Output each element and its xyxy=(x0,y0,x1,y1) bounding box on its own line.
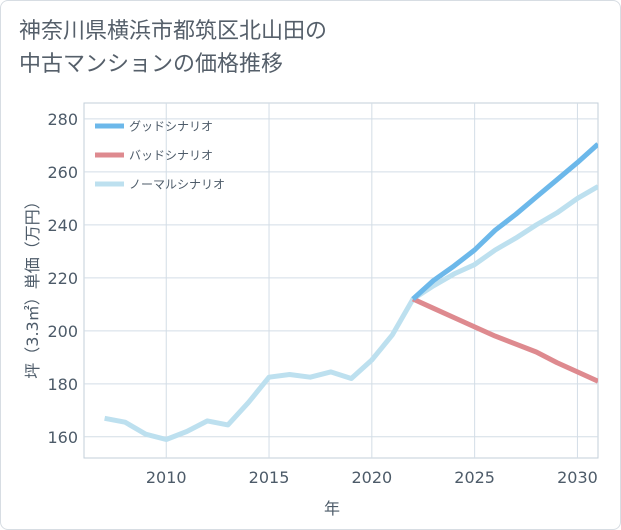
y-tick-label: 240 xyxy=(47,216,78,235)
y-axis-title: 坪（3.3㎡）単価（万円） xyxy=(23,193,42,378)
chart-title-line-2: 中古マンションの価格推移 xyxy=(19,52,284,77)
x-tick-label: 2025 xyxy=(454,468,495,487)
series-line-1 xyxy=(411,296,598,384)
y-tick-label: 180 xyxy=(47,375,78,394)
chart-title-line-1: 神奈川県横浜市都筑区北山田の xyxy=(19,19,328,44)
y-tick-label: 160 xyxy=(47,428,78,447)
x-tick-label: 2030 xyxy=(557,468,598,487)
legend-label: グッドシナリオ xyxy=(129,120,213,134)
x-tick-label: 2010 xyxy=(146,468,187,487)
y-axis-ticks: 160 180 200 220 240 260 280 xyxy=(47,110,78,447)
legend-label: バッドシナリオ xyxy=(129,149,213,163)
y-tick-label: 280 xyxy=(47,110,78,129)
x-tick-label: 2020 xyxy=(351,468,392,487)
x-axis-title: 年 xyxy=(324,499,340,518)
y-tick-label: 200 xyxy=(47,322,78,341)
x-axis-ticks: 2010 2015 2020 2025 2030 xyxy=(146,468,598,487)
series-lines xyxy=(104,142,598,442)
series-line-2 xyxy=(104,184,598,442)
grid xyxy=(83,102,599,459)
x-tick-label: 2015 xyxy=(249,468,290,487)
y-tick-label: 220 xyxy=(47,269,78,288)
chart-title: 神奈川県横浜市都筑区北山田の 中古マンションの価格推移 xyxy=(19,15,579,81)
plot-frame xyxy=(83,102,599,459)
series-line-0 xyxy=(411,142,598,301)
y-tick-label: 260 xyxy=(47,163,78,182)
legend-label: ノーマルシナリオ xyxy=(129,178,225,192)
